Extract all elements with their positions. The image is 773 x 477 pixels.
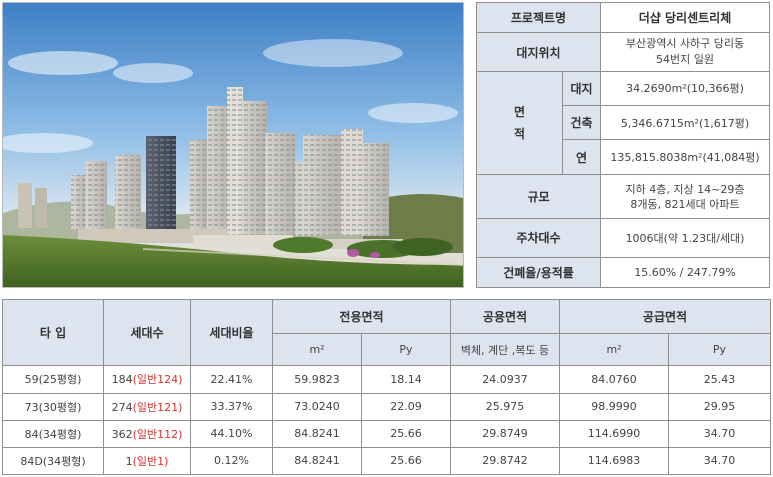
unit-general-count: (일반112) bbox=[132, 427, 183, 441]
land-area-value: 34.2690m²(10,366평) bbox=[600, 70, 770, 107]
unit-supply-py: 25.43 bbox=[668, 365, 771, 394]
scale-label: 규모 bbox=[476, 173, 601, 220]
apartment-rendering-image bbox=[2, 2, 464, 288]
unit-households: 184(일반124) bbox=[103, 365, 191, 394]
unit-ratio: 22.41% bbox=[190, 365, 273, 394]
unit-exclusive-py: 18.14 bbox=[361, 365, 451, 394]
project-name-value: 더샵 당리센트리체 bbox=[600, 1, 770, 34]
unit-households: 362(일반112) bbox=[103, 419, 191, 448]
unit-ratio: 33.37% bbox=[190, 392, 273, 421]
header-supply-py: Py bbox=[668, 333, 771, 367]
header-exclusive-py: Py bbox=[361, 333, 451, 367]
scale-value: 지하 4층, 지상 14~29층 8개동, 821세대 아파트 bbox=[600, 173, 770, 220]
land-area-label: 대지 bbox=[562, 70, 601, 107]
scale-line2: 8개동, 821세대 아파트 bbox=[630, 197, 740, 211]
floor-area-label: 연 bbox=[562, 139, 601, 175]
unit-supply-m2: 114.6983 bbox=[559, 446, 669, 476]
unit-exclusive-m2: 73.0240 bbox=[272, 392, 362, 421]
unit-count: 184 bbox=[111, 373, 133, 387]
coverage-ratio-value: 15.60% / 247.79% bbox=[600, 256, 770, 289]
floor-area-value: 135,815.8038m²(41,084평) bbox=[600, 139, 770, 175]
table-row: 73(30평형) 274(일반121) 33.37% 73.0240 22.09… bbox=[2, 392, 771, 421]
building-area-label: 건축 bbox=[562, 105, 601, 141]
unit-supply-py: 34.70 bbox=[668, 419, 771, 448]
coverage-ratio-label: 건폐율/용적률 bbox=[476, 256, 601, 289]
unit-common: 24.0937 bbox=[450, 365, 560, 394]
scale-line1: 지하 4층, 지상 14~29층 bbox=[625, 182, 745, 196]
site-location-line1: 부산광역시 사하구 당리동 bbox=[625, 37, 745, 50]
unit-supply-py: 34.70 bbox=[668, 446, 771, 476]
unit-exclusive-py: 25.66 bbox=[361, 446, 451, 476]
header-supply-area: 공급면적 bbox=[559, 298, 771, 335]
unit-supply-m2: 114.6990 bbox=[559, 419, 669, 448]
unit-exclusive-py: 22.09 bbox=[361, 392, 451, 421]
area-label: 면 적 bbox=[476, 70, 563, 175]
unit-ratio: 44.10% bbox=[190, 419, 273, 448]
table-row: 84D(34평형) 1(일반1) 0.12% 84.8241 25.66 29.… bbox=[2, 446, 771, 476]
unit-ratio: 0.12% bbox=[190, 446, 273, 476]
unit-exclusive-m2: 84.8241 bbox=[272, 446, 362, 476]
unit-common: 25.975 bbox=[450, 392, 560, 421]
unit-count: 362 bbox=[111, 427, 133, 441]
unit-type: 59(25평형) bbox=[2, 365, 104, 394]
area-label-char-2: 적 bbox=[513, 126, 526, 141]
building-area-value: 5,346.6715m²(1,617평) bbox=[600, 105, 770, 141]
unit-common: 29.8742 bbox=[450, 446, 560, 476]
unit-households: 274(일반121) bbox=[103, 392, 191, 421]
unit-count: 1 bbox=[125, 454, 133, 468]
unit-type: 84(34평형) bbox=[2, 419, 104, 448]
unit-supply-m2: 84.0760 bbox=[559, 365, 669, 394]
header-exclusive-area: 전용면적 bbox=[272, 298, 451, 335]
unit-common: 29.8749 bbox=[450, 419, 560, 448]
unit-count: 274 bbox=[111, 400, 133, 414]
unit-exclusive-py: 25.66 bbox=[361, 419, 451, 448]
project-info-table: 프로젝트명 더샵 당리센트리체 대지위치 부산광역시 사하구 당리동 54번지 … bbox=[476, 1, 770, 289]
unit-general-count: (일반1) bbox=[132, 454, 169, 468]
unit-general-count: (일반121) bbox=[132, 400, 183, 414]
table-row: 59(25평형) 184(일반124) 22.41% 59.9823 18.14… bbox=[2, 365, 771, 394]
site-location-label: 대지위치 bbox=[476, 32, 601, 72]
parking-label: 주차대수 bbox=[476, 218, 601, 258]
site-location-value: 부산광역시 사하구 당리동 54번지 일원 bbox=[600, 32, 770, 72]
unit-supply-py: 29.95 bbox=[668, 392, 771, 421]
unit-supply-m2: 98.9990 bbox=[559, 392, 669, 421]
header-households: 세대수 bbox=[103, 298, 191, 367]
unit-households: 1(일반1) bbox=[103, 446, 191, 476]
site-location-line2: 54번지 일원 bbox=[656, 53, 714, 66]
unit-general-count: (일반124) bbox=[132, 373, 183, 387]
table-row: 84(34평형) 362(일반112) 44.10% 84.8241 25.66… bbox=[2, 419, 771, 448]
header-common-desc: 벽체, 계단 ,복도 등 bbox=[450, 333, 560, 367]
unit-exclusive-m2: 84.8241 bbox=[272, 419, 362, 448]
header-type: 타 입 bbox=[2, 298, 104, 367]
header-exclusive-m2: m² bbox=[272, 333, 362, 367]
unit-type: 73(30평형) bbox=[2, 392, 104, 421]
parking-value: 1006대(약 1.23대/세대) bbox=[600, 218, 770, 258]
unit-type: 84D(34평형) bbox=[2, 446, 104, 476]
header-supply-m2: m² bbox=[559, 333, 669, 367]
header-common-area: 공용면적 bbox=[450, 298, 560, 335]
area-label-char-1: 면 bbox=[513, 104, 526, 119]
unit-types-table: 타 입 세대수 세대비율 전용면적 공용면적 공급면적 m² Py 벽체, 계단… bbox=[2, 298, 771, 476]
unit-exclusive-m2: 59.9823 bbox=[272, 365, 362, 394]
project-name-label: 프로젝트명 bbox=[476, 1, 601, 34]
header-ratio: 세대비율 bbox=[190, 298, 273, 367]
